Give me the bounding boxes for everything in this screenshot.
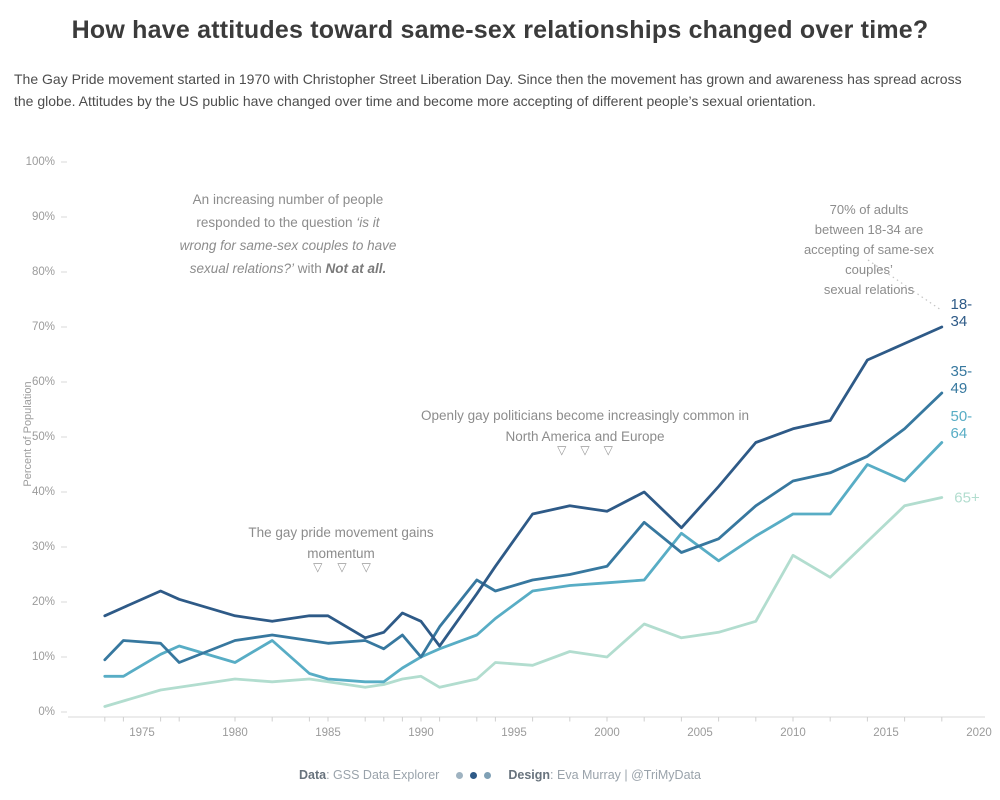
series-label-18-34[interactable]: 18-34 xyxy=(950,296,973,330)
annotation-increasing-response: An increasing number of people responded… xyxy=(180,188,397,280)
y-tick-label: 100% xyxy=(25,156,55,168)
annotation-text: Openly gay politicians become increasing… xyxy=(421,408,749,423)
x-tick-label: 2005 xyxy=(687,727,713,739)
series-line-35-49[interactable] xyxy=(103,391,944,664)
series-line-18-34[interactable] xyxy=(103,325,944,648)
annotation-gay-pride: The gay pride movement gains momentum xyxy=(248,522,433,564)
triangle-down-icon: ▽ xyxy=(361,560,371,574)
triangle-down-icon: ▽ xyxy=(603,443,613,457)
x-tick-label: 1975 xyxy=(129,727,155,739)
annotation-text: North America and Europe xyxy=(505,429,665,444)
annotation-text: sexual relations xyxy=(823,282,915,297)
annotation-gay-politicians: Openly gay politicians become increasing… xyxy=(421,405,749,447)
footer-design-credit: Design: Eva Murray | @TriMyData xyxy=(508,768,701,782)
x-tick-label: 1980 xyxy=(222,727,248,739)
y-tick-label: 40% xyxy=(31,486,55,498)
x-tick-label: 2015 xyxy=(873,727,899,739)
y-tick-label: 90% xyxy=(31,211,55,223)
footer-data-credit: Data: GSS Data Explorer xyxy=(299,768,440,782)
y-tick-label: 60% xyxy=(31,376,55,388)
y-tick-label: 30% xyxy=(31,541,55,553)
triangle-down-icon: ▽ xyxy=(313,560,323,574)
annotation-text: accepting of same-sex couples’ xyxy=(803,242,935,277)
annotation-text: responded to the question ‘is it xyxy=(196,215,380,230)
y-tick-label: 80% xyxy=(31,266,55,278)
annotation-text: The gay pride movement gains xyxy=(248,525,434,540)
y-tick-label: 70% xyxy=(31,321,55,333)
y-tick-label: 50% xyxy=(31,431,55,443)
footer-dots xyxy=(456,771,492,779)
footer-dot-icon xyxy=(484,771,492,779)
footer-dot-icon xyxy=(470,771,478,779)
x-tick-label: 2000 xyxy=(594,727,620,739)
annotation-seventy-percent: 70% of adults between 18-34 are acceptin… xyxy=(804,200,935,300)
triangle-down-icon: ▽ xyxy=(337,560,347,574)
x-tick-label: 2010 xyxy=(780,727,806,739)
triangle-down-icon: ▽ xyxy=(580,443,590,457)
triangle-down-icon: ▽ xyxy=(557,443,567,457)
annotation-text: momentum xyxy=(307,546,375,561)
annotation-text: sexual relations?’ with Not at all. xyxy=(189,261,387,276)
page-subtitle: The Gay Pride movement started in 1970 w… xyxy=(14,71,962,109)
annotation-text: An increasing number of people xyxy=(192,192,384,207)
x-tick-label: 2020 xyxy=(966,727,992,739)
x-tick-label: 1995 xyxy=(501,727,527,739)
series-line-50-64[interactable] xyxy=(103,441,944,684)
event-markers-gay-pride: ▽ ▽ ▽ xyxy=(313,560,371,574)
y-tick-label: 20% xyxy=(31,596,55,608)
annotation-text: 70% of adults between 18-34 are xyxy=(814,202,924,237)
page-title: How have attitudes toward same-sex relat… xyxy=(71,16,929,44)
series-line-65+[interactable] xyxy=(103,496,944,708)
annotation-text: wrong for same-sex couples to have xyxy=(179,238,397,253)
event-markers-gay-politicians: ▽ ▽ ▽ xyxy=(557,443,613,457)
series-label-35-49[interactable]: 35-49 xyxy=(950,363,973,397)
x-tick-label: 1990 xyxy=(408,727,434,739)
footer-dot-icon xyxy=(456,771,464,779)
series-label-50-64[interactable]: 50-64 xyxy=(950,407,973,442)
footer: Data: GSS Data Explorer Design: Eva Murr… xyxy=(0,768,1000,782)
x-tick-label: 1985 xyxy=(315,727,341,739)
series-label-65+[interactable]: 65+ xyxy=(954,489,980,506)
y-tick-label: 0% xyxy=(38,706,55,718)
y-tick-label: 10% xyxy=(31,651,55,663)
